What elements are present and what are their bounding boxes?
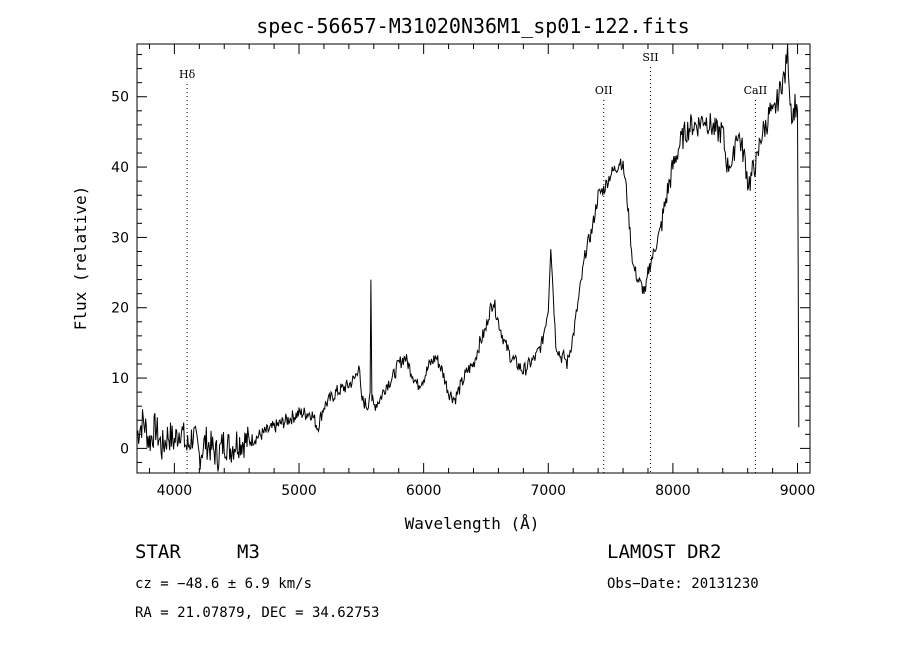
x-tick-label: 6000 bbox=[406, 483, 442, 499]
object-class: STAR bbox=[135, 541, 181, 563]
obs-date: Obs−Date: 20131230 bbox=[607, 576, 759, 592]
y-axis-label: Flux (relative) bbox=[71, 186, 90, 331]
y-tick-label: 40 bbox=[111, 160, 129, 176]
x-axis-label: Wavelength (Å) bbox=[405, 514, 540, 533]
x-tick-label: 9000 bbox=[780, 483, 816, 499]
spectrum-line bbox=[136, 43, 800, 472]
spectral-line-label: Hδ bbox=[179, 68, 196, 81]
survey-name: LAMOST DR2 bbox=[607, 541, 722, 563]
y-tick-label: 30 bbox=[111, 230, 129, 246]
spectral-line-label: SII bbox=[642, 51, 658, 64]
ra-dec: RA = 21.07879, DEC = 34.62753 bbox=[135, 605, 380, 621]
spectral-line-label: OII bbox=[595, 84, 613, 97]
object-subclass: M3 bbox=[237, 541, 260, 563]
y-tick-label: 20 bbox=[111, 301, 129, 317]
axis-ticks: 4000 5000 6000 7000 8000 9000 0 10 20 30 40 50 bbox=[111, 44, 815, 499]
x-tick-label: 4000 bbox=[157, 483, 193, 499]
x-tick-label: 5000 bbox=[281, 483, 317, 499]
y-tick-label: 10 bbox=[111, 371, 129, 387]
y-tick-label: 50 bbox=[111, 90, 129, 106]
y-tick-label: 0 bbox=[120, 441, 129, 457]
chart-title: spec-56657-M31020N36M1_sp01-122.fits bbox=[256, 14, 689, 38]
spectral-line-label: CaII bbox=[744, 84, 768, 97]
x-tick-label: 8000 bbox=[655, 483, 691, 499]
redshift-cz: cz = −48.6 ± 6.9 km/s bbox=[135, 576, 313, 592]
plot-frame bbox=[136, 43, 811, 474]
spectral-line-markers: Hδ OII SII CaII bbox=[179, 51, 767, 473]
x-tick-label: 7000 bbox=[530, 483, 566, 499]
